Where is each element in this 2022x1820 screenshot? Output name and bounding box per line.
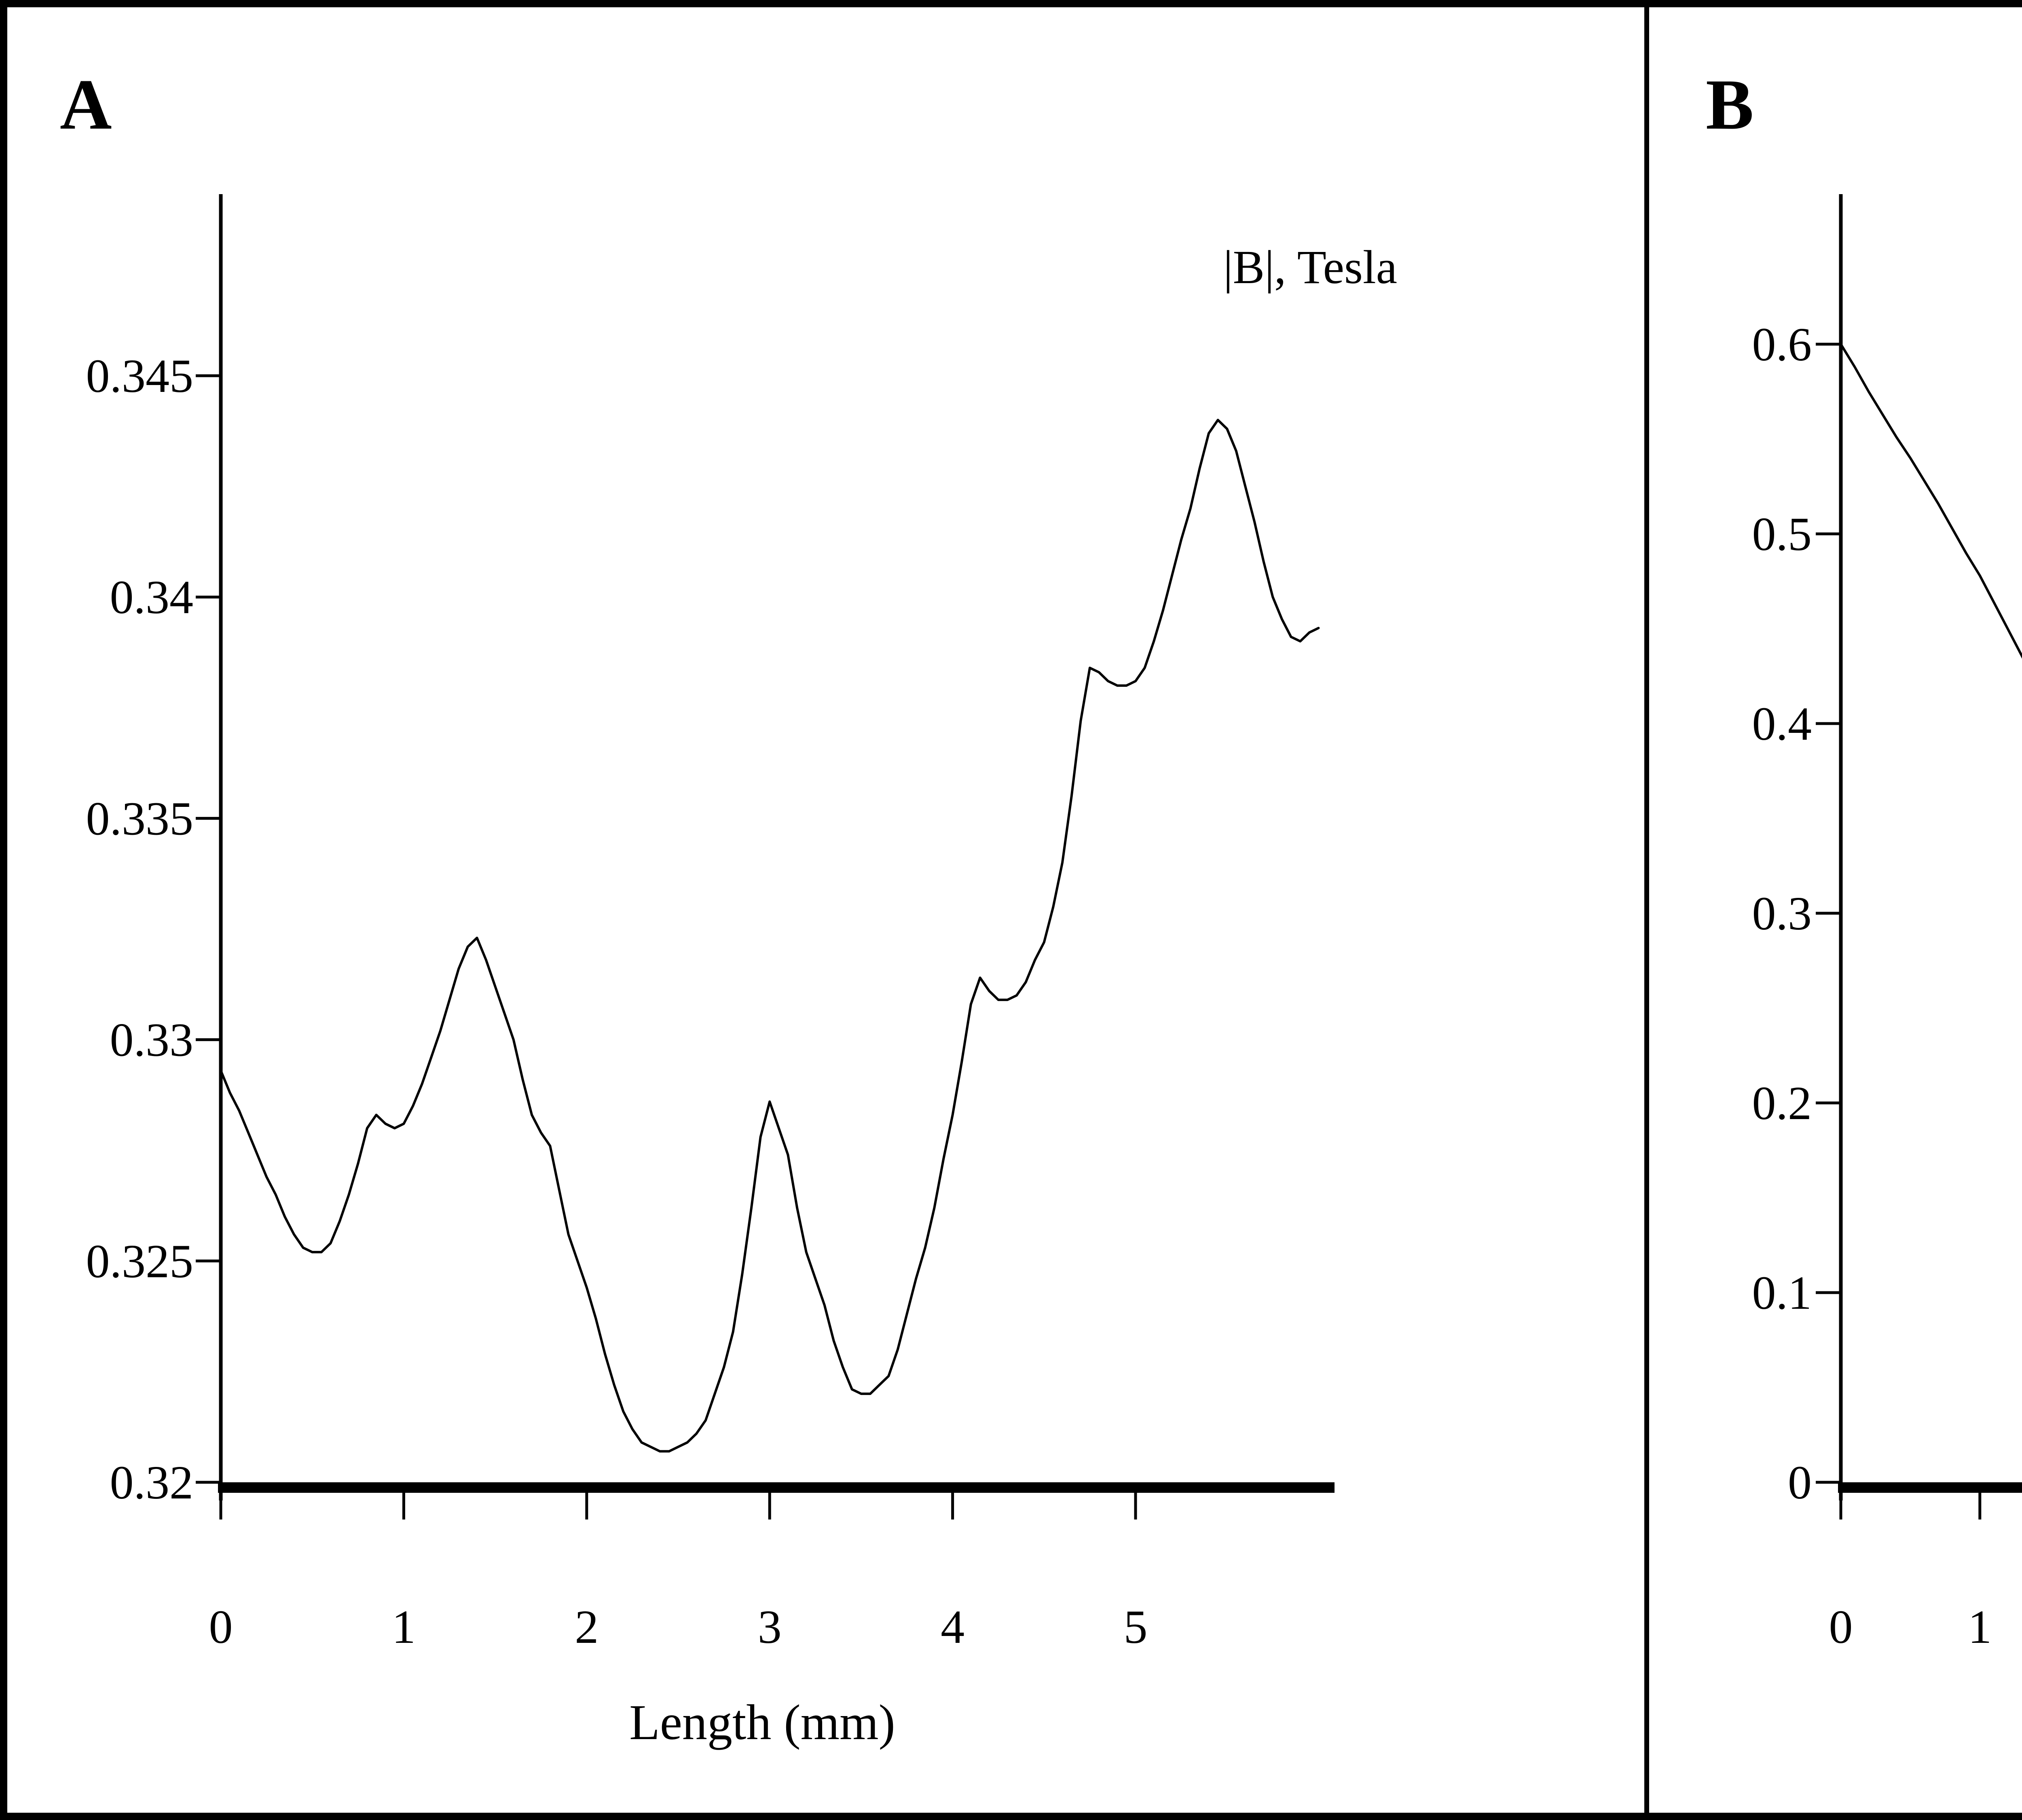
y-tick-label: 0.345 — [86, 349, 194, 402]
y-tick-label: 0.335 — [86, 792, 194, 845]
y-tick-label: 0.34 — [110, 571, 194, 624]
x-axis-line — [218, 1482, 1335, 1493]
y-tick-label: 0.3 — [1752, 887, 1812, 940]
y-tick-label: 0.32 — [110, 1456, 194, 1509]
field-curve — [220, 419, 1320, 1453]
x-tick-label: 4 — [941, 1600, 964, 1653]
y-tick-label: 0.2 — [1752, 1077, 1812, 1130]
y-tick-label: 0.1 — [1752, 1266, 1812, 1319]
panel-letter: A — [60, 64, 112, 144]
x-tick-label: 1 — [1968, 1600, 1992, 1653]
y-tick-label: 0.5 — [1752, 508, 1812, 561]
panel-b: 0.60.50.40.30.20.1001234567B|B|, TeslaLe… — [1706, 64, 2022, 1653]
y-tick-label: 0.6 — [1752, 318, 1812, 371]
y-tick-label: 0.33 — [110, 1014, 194, 1067]
panel-letter: B — [1706, 64, 1754, 144]
x-tick-label: 5 — [1124, 1600, 1148, 1653]
x-tick-label: 0 — [1829, 1600, 1853, 1653]
x-tick-label: 0 — [209, 1600, 233, 1653]
x-tick-label: 3 — [758, 1600, 782, 1653]
panel-a: 0.345 0.34 0.335 0.33 0.325 0.32 0 1 2 3 4 5 A |B|, T… — [60, 64, 1397, 1750]
x-tick-label: 1 — [392, 1600, 416, 1653]
units-label: |B|, Tesla — [1223, 241, 1397, 294]
x-axis-title: Length (mm) — [629, 1695, 895, 1750]
y-tick-label: 0.4 — [1752, 697, 1812, 750]
y-tick-label: 0.325 — [86, 1235, 194, 1288]
x-axis-line — [1838, 1482, 2022, 1493]
x-tick-label: 2 — [575, 1600, 599, 1653]
y-tick-label: 0 — [1788, 1456, 1812, 1509]
